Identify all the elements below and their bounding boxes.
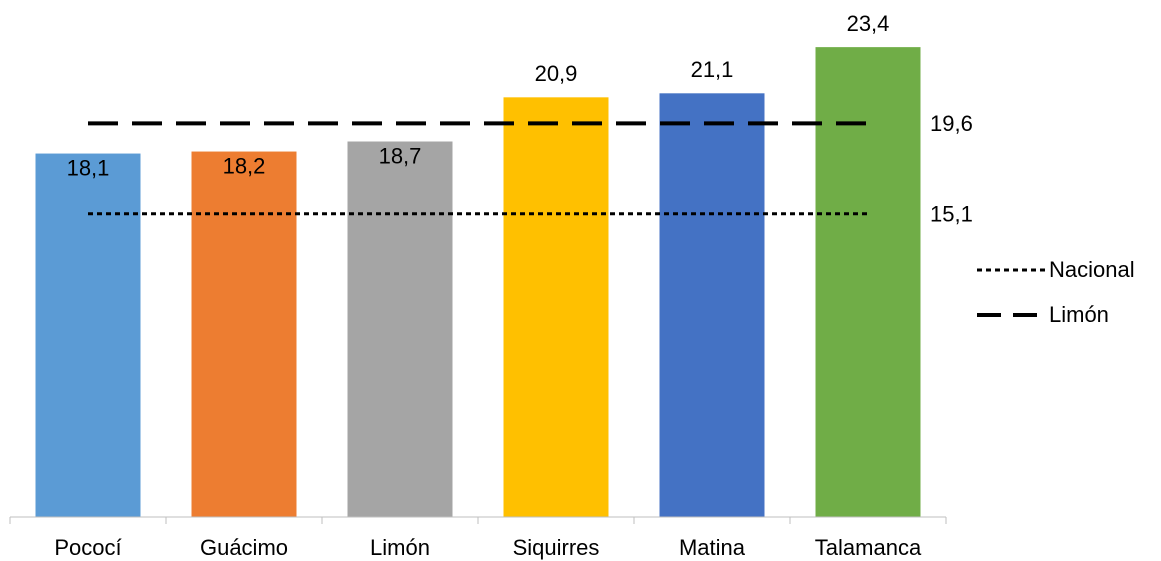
legend-label: Nacional — [1049, 257, 1135, 282]
value-label: 21,1 — [691, 57, 734, 82]
value-label: 20,9 — [535, 61, 578, 86]
x-tick-label: Siquirres — [513, 535, 600, 560]
bar — [815, 47, 921, 518]
reference-label: 19,6 — [930, 111, 973, 136]
value-label: 23,4 — [847, 11, 890, 36]
x-tick-label: Talamanca — [815, 535, 922, 560]
bar — [659, 93, 765, 517]
bar — [35, 153, 141, 517]
value-label: 18,1 — [67, 155, 110, 180]
x-tick-label: Limón — [370, 535, 430, 560]
x-tick-label: Guácimo — [200, 535, 288, 560]
x-tick-label: Matina — [679, 535, 746, 560]
legend-label: Limón — [1049, 302, 1109, 327]
bar — [503, 97, 609, 517]
x-tick-label: Pococí — [54, 535, 121, 560]
bar — [191, 151, 297, 517]
reference-label: 15,1 — [930, 202, 973, 227]
bar — [347, 141, 453, 517]
value-label: 18,7 — [379, 143, 422, 168]
value-label: 18,2 — [223, 153, 266, 178]
